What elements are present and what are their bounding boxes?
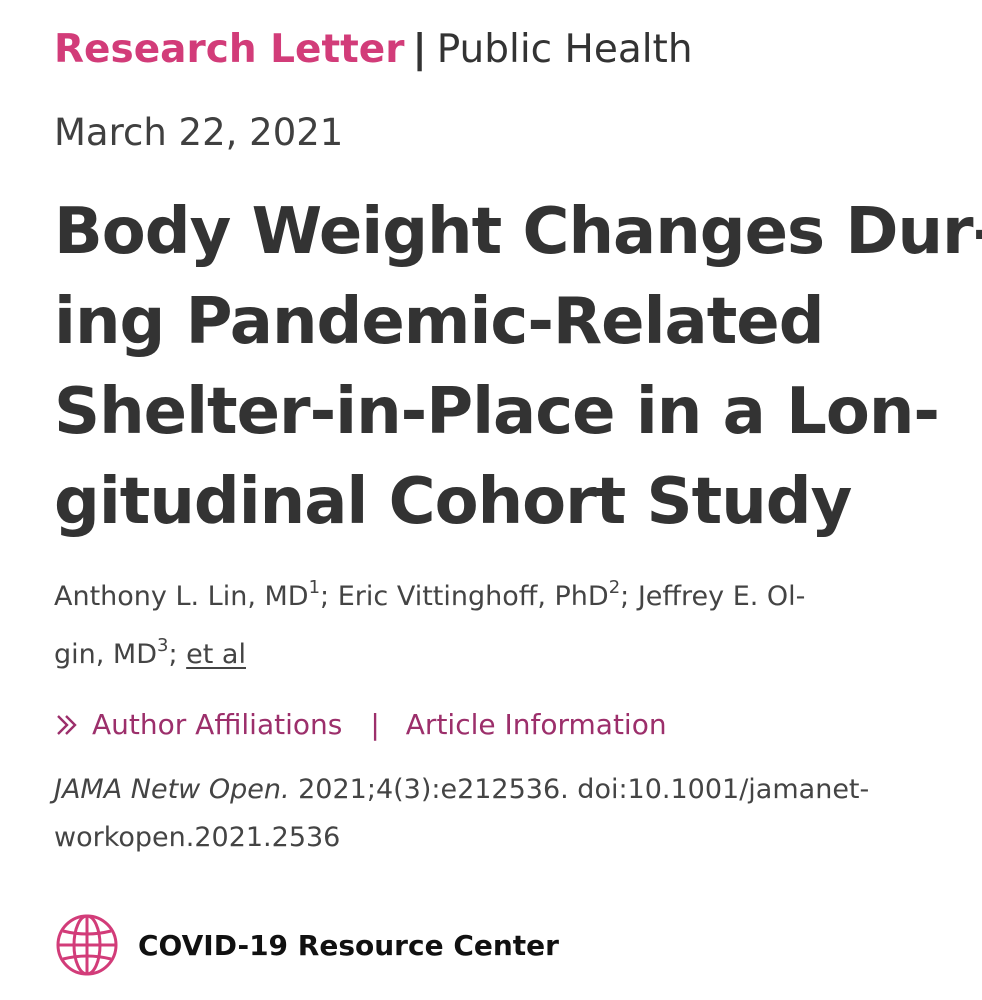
double-chevron-right-icon[interactable]: [54, 710, 84, 740]
title-line: Shelter-in-Place in a Lon-: [54, 375, 940, 449]
links-divider: |: [370, 708, 380, 741]
article-title: Body Weight Changes Dur- ing Pandemic-Re…: [54, 187, 982, 547]
author-name: ; Eric Vittinghoff, PhD: [320, 581, 609, 612]
article-type[interactable]: Research Letter: [54, 27, 405, 72]
publication-date: March 22, 2021: [54, 111, 344, 154]
citation: JAMA Netw Open. 2021;4(3):e212536. doi:1…: [54, 766, 869, 862]
kicker-separator: |: [412, 27, 427, 72]
affiliation-superscript: 2: [608, 577, 621, 598]
covid-resource-center-link[interactable]: COVID-19 Resource Center: [54, 912, 559, 978]
affiliation-superscript: 1: [308, 577, 321, 598]
title-line: Body Weight Changes Dur-: [54, 195, 982, 269]
author-list: Anthony L. Lin, MD1; Eric Vittinghoff, P…: [54, 568, 805, 684]
covid-resource-center-label: COVID-19 Resource Center: [138, 928, 559, 962]
journal-name: JAMA Netw Open.: [54, 774, 290, 805]
author-name: Anthony L. Lin, MD: [54, 581, 309, 612]
citation-line: workopen.2021.2536: [54, 822, 341, 853]
citation-details: 2021;4(3):e212536. doi:10.1001/jamanet-: [289, 774, 870, 805]
affiliation-superscript: 3: [157, 635, 169, 656]
title-line: gitudinal Cohort Study: [54, 465, 852, 539]
article-kicker: Research Letter | Public Health: [54, 26, 693, 74]
article-links: Author Affiliations | Article Informatio…: [54, 705, 667, 745]
article-section[interactable]: Public Health: [436, 27, 693, 72]
author-affiliations-link[interactable]: Author Affiliations: [92, 708, 343, 741]
globe-icon: [56, 914, 118, 976]
author-line: gin, MD3; et al: [54, 626, 805, 684]
title-line: ing Pandemic-Related: [54, 285, 825, 359]
article-information-link[interactable]: Article Information: [405, 708, 667, 741]
citation-line: JAMA Netw Open. 2021;4(3):e212536. doi:1…: [54, 766, 869, 814]
et-al-link[interactable]: et al: [186, 639, 246, 670]
author-line: Anthony L. Lin, MD1; Eric Vittinghoff, P…: [54, 568, 805, 626]
author-name: gin, MD: [54, 639, 158, 670]
author-name: ; Jeffrey E. Ol-: [620, 581, 806, 612]
author-separator: ;: [168, 639, 187, 670]
